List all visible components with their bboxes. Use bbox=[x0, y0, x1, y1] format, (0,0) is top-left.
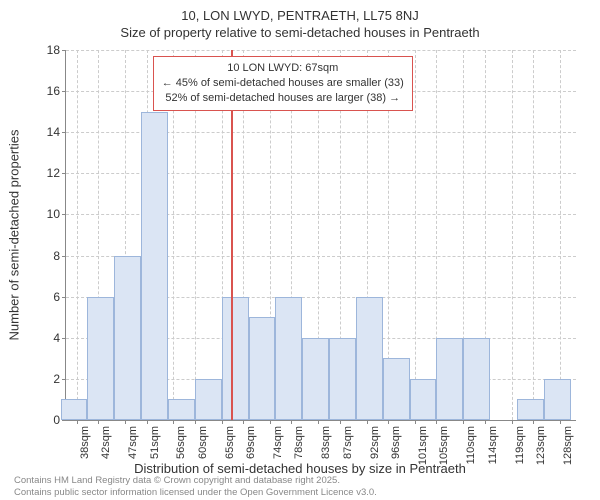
x-axis-label: Distribution of semi-detached houses by … bbox=[0, 461, 600, 476]
x-tick-label: 96sqm bbox=[390, 426, 402, 459]
gridline-h bbox=[66, 50, 576, 51]
x-tick-label: 56sqm bbox=[175, 426, 187, 459]
x-tick-mark bbox=[77, 420, 78, 424]
annotation-box: 10 LON LWYD: 67sqm ← 45% of semi-detache… bbox=[153, 56, 413, 111]
gridline-v bbox=[512, 50, 513, 420]
y-tick-label: 2 bbox=[53, 372, 66, 386]
title-line-2: Size of property relative to semi-detach… bbox=[0, 25, 600, 42]
x-tick-mark bbox=[463, 420, 464, 424]
y-tick-label: 6 bbox=[53, 290, 66, 304]
x-tick-label: 69sqm bbox=[245, 426, 257, 459]
x-tick-label: 51sqm bbox=[149, 426, 161, 459]
x-tick-label: 42sqm bbox=[100, 426, 112, 459]
x-tick-mark bbox=[291, 420, 292, 424]
x-tick-label: 114sqm bbox=[487, 426, 499, 464]
histogram-bar bbox=[410, 379, 437, 420]
x-tick-mark bbox=[195, 420, 196, 424]
chart-container: 10, LON LWYD, PENTRAETH, LL75 8NJ Size o… bbox=[0, 0, 600, 500]
y-tick-label: 4 bbox=[53, 331, 66, 345]
histogram-bar bbox=[168, 399, 195, 420]
annotation-line-1: 10 LON LWYD: 67sqm bbox=[162, 61, 404, 76]
histogram-bar bbox=[329, 338, 356, 420]
attribution-line-1: Contains HM Land Registry data © Crown c… bbox=[14, 475, 377, 487]
plot-area: 02468101214161838sqm42sqm47sqm51sqm56sqm… bbox=[65, 50, 576, 421]
y-tick-label: 18 bbox=[47, 43, 66, 57]
annotation-line-3: 52% of semi-detached houses are larger (… bbox=[162, 91, 404, 106]
histogram-bar bbox=[195, 379, 222, 420]
gridline-v bbox=[533, 50, 534, 420]
x-tick-label: 78sqm bbox=[293, 426, 305, 459]
x-tick-label: 47sqm bbox=[127, 426, 139, 459]
x-tick-label: 92sqm bbox=[369, 426, 381, 459]
histogram-bar bbox=[436, 338, 463, 420]
y-tick-label: 16 bbox=[47, 84, 66, 98]
x-tick-label: 60sqm bbox=[197, 426, 209, 459]
attribution: Contains HM Land Registry data © Crown c… bbox=[14, 475, 377, 499]
x-tick-mark bbox=[243, 420, 244, 424]
x-tick-mark bbox=[485, 420, 486, 424]
histogram-bar bbox=[114, 256, 141, 420]
x-tick-mark bbox=[367, 420, 368, 424]
x-tick-mark bbox=[415, 420, 416, 424]
annotation-line-2: ← 45% of semi-detached houses are smalle… bbox=[162, 76, 404, 91]
x-tick-label: 65sqm bbox=[224, 426, 236, 459]
x-tick-label: 38sqm bbox=[79, 426, 91, 459]
x-tick-mark bbox=[436, 420, 437, 424]
x-tick-mark bbox=[125, 420, 126, 424]
histogram-bar bbox=[517, 399, 544, 420]
histogram-bar bbox=[61, 399, 88, 420]
title-line-1: 10, LON LWYD, PENTRAETH, LL75 8NJ bbox=[0, 8, 600, 25]
histogram-bar bbox=[544, 379, 571, 420]
x-tick-mark bbox=[222, 420, 223, 424]
x-tick-mark bbox=[318, 420, 319, 424]
histogram-bar bbox=[222, 297, 249, 420]
y-tick-label: 10 bbox=[47, 207, 66, 221]
gridline-v bbox=[560, 50, 561, 420]
histogram-bar bbox=[302, 338, 329, 420]
x-tick-label: 128sqm bbox=[562, 426, 574, 465]
histogram-bar bbox=[87, 297, 114, 420]
y-tick-label: 8 bbox=[53, 249, 66, 263]
histogram-bar bbox=[249, 317, 276, 420]
x-tick-label: 83sqm bbox=[320, 426, 332, 459]
title-block: 10, LON LWYD, PENTRAETH, LL75 8NJ Size o… bbox=[0, 0, 600, 42]
y-tick-label: 14 bbox=[47, 125, 66, 139]
attribution-line-2: Contains public sector information licen… bbox=[14, 487, 377, 499]
y-tick-label: 12 bbox=[47, 166, 66, 180]
histogram-bar bbox=[141, 112, 168, 420]
x-tick-mark bbox=[533, 420, 534, 424]
y-axis-label: Number of semi-detached properties bbox=[7, 130, 22, 341]
histogram-bar bbox=[463, 338, 490, 420]
x-tick-mark bbox=[560, 420, 561, 424]
x-tick-label: 74sqm bbox=[272, 426, 284, 459]
x-tick-mark bbox=[270, 420, 271, 424]
x-tick-mark bbox=[173, 420, 174, 424]
x-tick-mark bbox=[98, 420, 99, 424]
x-tick-label: 105sqm bbox=[438, 426, 450, 465]
x-tick-label: 123sqm bbox=[535, 426, 547, 465]
x-tick-mark bbox=[340, 420, 341, 424]
x-tick-mark bbox=[147, 420, 148, 424]
gridline-v bbox=[415, 50, 416, 420]
histogram-bar bbox=[383, 358, 410, 420]
gridline-v bbox=[77, 50, 78, 420]
x-tick-mark bbox=[388, 420, 389, 424]
x-tick-mark bbox=[512, 420, 513, 424]
x-tick-label: 87sqm bbox=[342, 426, 354, 459]
histogram-bar bbox=[275, 297, 302, 420]
x-tick-label: 101sqm bbox=[417, 426, 429, 465]
histogram-bar bbox=[356, 297, 383, 420]
x-tick-label: 119sqm bbox=[514, 426, 526, 464]
x-tick-label: 110sqm bbox=[465, 426, 477, 464]
